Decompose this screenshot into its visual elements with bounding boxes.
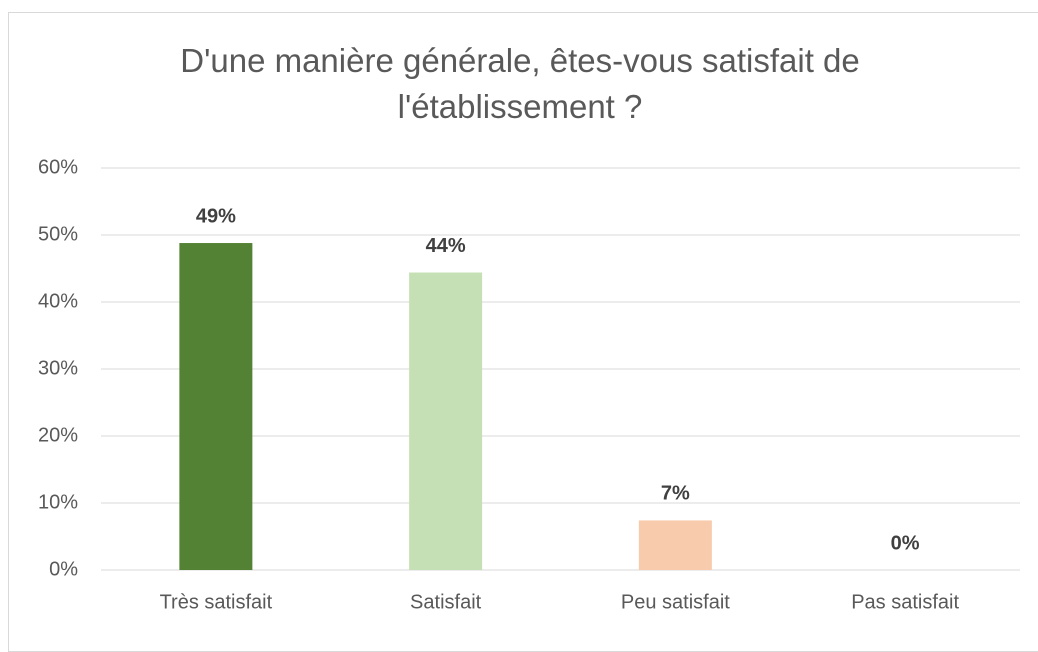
- page: D'une manière générale, êtes-vous satisf…: [8, 12, 1038, 652]
- data-label: 0%: [891, 532, 920, 554]
- data-label: 49%: [196, 205, 236, 227]
- x-tick-label: Pas satisfait: [851, 591, 959, 613]
- y-tick-label: 60%: [38, 156, 78, 178]
- data-label: 44%: [426, 235, 466, 257]
- x-tick-label: Très satisfait: [160, 591, 273, 613]
- chart-title: D'une manière générale, êtes-vous satisf…: [180, 42, 860, 125]
- y-tick-label: 40%: [38, 290, 78, 312]
- y-tick-label: 0%: [49, 558, 78, 580]
- x-tick-label: Satisfait: [410, 591, 482, 613]
- x-tick-label: Peu satisfait: [621, 591, 730, 613]
- bar: [638, 520, 712, 570]
- data-label: 7%: [661, 483, 690, 505]
- y-tick-label: 30%: [38, 357, 78, 379]
- bar: [179, 243, 253, 571]
- chart: 0% 10% 20% 30% 40% 50% 60% Très satisfait 49% Sat…: [38, 156, 1020, 613]
- y-tick-label: 50%: [38, 223, 78, 245]
- y-tick-label: 20%: [38, 424, 78, 446]
- y-tick-label: 10%: [38, 491, 78, 513]
- bar: [409, 272, 483, 570]
